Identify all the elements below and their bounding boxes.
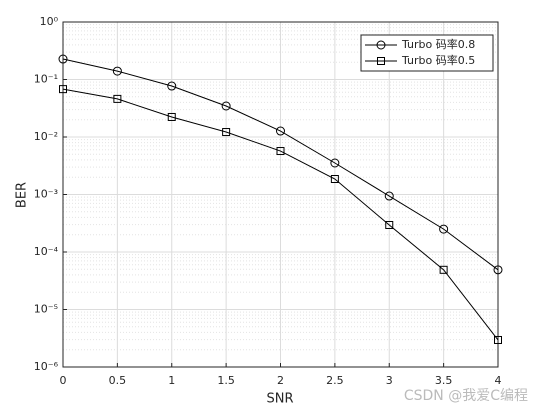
x-axis-label: SNR bbox=[266, 392, 293, 407]
marker bbox=[376, 40, 386, 50]
x-tick-label: 1 bbox=[168, 374, 175, 387]
y-tick-label: 10⁰ bbox=[40, 15, 59, 28]
y-tick-label: 10⁻³ bbox=[34, 188, 58, 201]
watermark: CSDN @我爱C编程 bbox=[404, 388, 528, 404]
x-tick-label: 0.5 bbox=[109, 374, 127, 387]
marker bbox=[330, 175, 339, 184]
y-tick-label: 10⁻² bbox=[34, 130, 58, 143]
y-tick-label: 10⁻⁶ bbox=[34, 360, 59, 373]
x-tick-label: 2 bbox=[277, 374, 284, 387]
marker bbox=[439, 265, 448, 274]
marker bbox=[167, 112, 176, 121]
marker bbox=[494, 335, 502, 344]
series-line bbox=[62, 88, 499, 341]
y-tick-label: 10⁻¹ bbox=[34, 73, 58, 86]
x-tick-label: 3 bbox=[386, 374, 393, 387]
marker bbox=[439, 224, 449, 234]
axes-box bbox=[62, 21, 499, 368]
y-tick-label: 10⁻⁴ bbox=[34, 245, 59, 258]
marker bbox=[113, 94, 122, 103]
marker bbox=[384, 191, 394, 201]
x-tick-label: 3.5 bbox=[435, 374, 453, 387]
legend-label: Turbo 码率0.8 bbox=[401, 37, 475, 51]
y-tick-label: 10⁻⁵ bbox=[34, 303, 58, 316]
marker bbox=[493, 265, 503, 275]
marker bbox=[167, 81, 177, 91]
marker bbox=[222, 128, 231, 137]
x-tick-label: 1.5 bbox=[217, 374, 235, 387]
y-axis-label: BER bbox=[15, 182, 30, 208]
marker bbox=[276, 147, 285, 156]
legend-label: Turbo 码率0.5 bbox=[401, 53, 475, 67]
marker bbox=[330, 158, 340, 168]
series-line bbox=[62, 58, 499, 271]
marker bbox=[221, 101, 231, 111]
x-tick-label: 0 bbox=[60, 374, 67, 387]
marker bbox=[59, 85, 67, 94]
x-tick-label: 4 bbox=[495, 374, 502, 387]
marker bbox=[276, 126, 285, 136]
marker bbox=[58, 54, 68, 64]
x-tick-label: 2.5 bbox=[326, 374, 344, 387]
marker bbox=[112, 66, 122, 76]
marker bbox=[377, 57, 385, 65]
marker bbox=[385, 220, 394, 229]
